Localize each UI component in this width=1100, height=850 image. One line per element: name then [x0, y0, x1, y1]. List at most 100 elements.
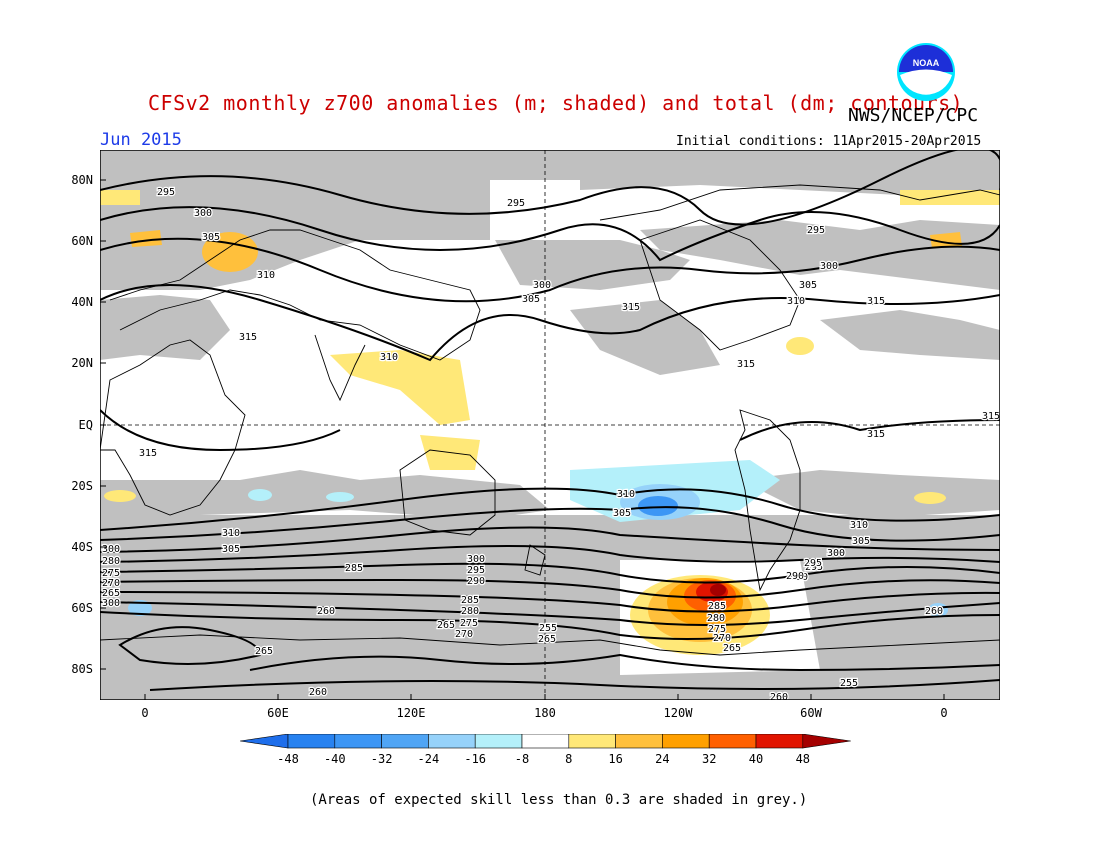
contour-label: 275 — [460, 618, 478, 629]
contour-label: 310 — [617, 489, 635, 500]
lon-label: 0 — [141, 706, 148, 720]
colorbar-arrow-left — [240, 734, 289, 749]
colorbar-label: 40 — [749, 752, 763, 766]
colorbar-label: -24 — [418, 752, 440, 766]
colorbar-swatch — [428, 734, 476, 749]
contour-label: 300 — [194, 208, 212, 219]
contour-label: 305 — [522, 294, 540, 305]
contour-label: 260 — [925, 606, 943, 617]
contour-label: 300 — [827, 548, 845, 559]
map-panel: 2952953003053103153103003053152953003053… — [100, 150, 1000, 700]
contour-label: 280 — [707, 613, 725, 624]
forecast-period: Jun 2015 — [100, 130, 182, 150]
colorbar-label: 24 — [655, 752, 669, 766]
contour-label: 305 — [799, 280, 817, 291]
lat-label: 60S — [71, 601, 93, 615]
contour-label: 295 — [157, 187, 175, 198]
contour-labels: 2952953003053103153103003053152953003053… — [101, 186, 1000, 700]
contour-label: 300 — [102, 598, 120, 609]
lon-label: 120E — [397, 706, 426, 720]
anomaly-shading — [100, 190, 1000, 655]
colorbar-swatch — [755, 734, 804, 749]
contour-label: 300 — [467, 554, 485, 565]
colorbar-swatch — [287, 734, 336, 749]
contour-label: 265 — [437, 620, 455, 631]
contour-label: 305 — [613, 508, 631, 519]
lon-label: 60E — [267, 706, 289, 720]
lat-label: EQ — [79, 418, 93, 432]
contour-label: 315 — [139, 448, 157, 459]
lat-label: 80S — [71, 662, 93, 676]
colorbar-label: -32 — [371, 752, 393, 766]
colorbar-swatch — [381, 734, 429, 749]
colorbar-label: 48 — [796, 752, 810, 766]
contour-label: 315 — [239, 332, 257, 343]
lon-label: 60W — [800, 706, 822, 720]
colorbar-swatch — [568, 734, 616, 749]
colorbar-swatch — [521, 734, 570, 749]
contour-label: 270 — [455, 629, 473, 640]
org-label: NWS/NCEP/CPC — [848, 105, 979, 126]
contour-label: 260 — [317, 606, 335, 617]
contour-label: 310 — [787, 296, 805, 307]
contour-label: 305 — [202, 232, 220, 243]
lat-label: 40S — [71, 540, 93, 554]
contour-label: 265 — [538, 634, 556, 645]
contour-label: 305 — [852, 536, 870, 547]
colorbar: -48 -40 -32 -24 -16 -8 8 16 24 32 40 48 — [240, 734, 851, 766]
lon-label: 120W — [664, 706, 694, 720]
contour-label: 280 — [102, 556, 120, 567]
colorbar-swatch — [708, 734, 757, 749]
contour-label: 260 — [309, 687, 327, 698]
colorbar-swatch — [474, 734, 523, 749]
lat-label: 20S — [71, 479, 93, 493]
contour-label: 300 — [102, 544, 120, 555]
contour-label: 315 — [622, 302, 640, 313]
grey-skill-areas — [100, 150, 1000, 700]
contour-label: 265 — [723, 643, 741, 654]
contour-label: 290 — [786, 571, 804, 582]
contour-label: 255 — [539, 623, 557, 634]
skill-footnote: (Areas of expected skill less than 0.3 a… — [310, 792, 808, 808]
colorbar-swatch — [662, 734, 710, 749]
colorbar-label: -8 — [515, 752, 529, 766]
colorbar-arrow-right — [802, 734, 851, 749]
contour-label: 255 — [840, 678, 858, 689]
initial-conditions: Initial conditions: 11Apr2015-20Apr2015 — [676, 134, 982, 149]
lat-label: 20N — [71, 356, 93, 370]
contour-label: 265 — [102, 588, 120, 599]
contours — [100, 150, 1000, 691]
contour-label: 310 — [257, 270, 275, 281]
contour-label: 285 — [708, 601, 726, 612]
contour-label: 305 — [222, 544, 240, 555]
contour-label: 270 — [713, 633, 731, 644]
graticule — [100, 150, 1000, 700]
contour-label: 315 — [737, 359, 755, 370]
contour-label: 295 — [804, 558, 822, 569]
coastlines — [100, 184, 1000, 656]
contour-label: 310 — [850, 520, 868, 531]
contour-label: 295 — [467, 565, 485, 576]
colorbar-label: -40 — [324, 752, 346, 766]
lon-label: 180 — [534, 706, 556, 720]
colorbar-label: -16 — [464, 752, 486, 766]
lat-label: 80N — [71, 173, 93, 187]
contour-label: 290 — [467, 576, 485, 587]
lon-label: 0 — [940, 706, 947, 720]
contour-label: 295 — [807, 225, 825, 236]
chart-title: CFSv2 monthly z700 anomalies (m; shaded)… — [148, 91, 964, 115]
contour-label: 280 — [461, 606, 479, 617]
colorbar-swatch — [334, 734, 382, 749]
contour-label: 270 — [102, 578, 120, 589]
contour-label: 310 — [222, 528, 240, 539]
contour-label: 290 — [790, 572, 808, 583]
contour-label: 275 — [708, 624, 726, 635]
contour-label: 275 — [102, 568, 120, 579]
contour-label: 265 — [255, 646, 273, 657]
contour-label: 260 — [770, 692, 788, 700]
contour-label: 285 — [345, 563, 363, 574]
noaa-logo-icon: NOAA — [897, 43, 955, 101]
colorbar-label: 16 — [608, 752, 622, 766]
contour-label: 295 — [507, 198, 525, 209]
colorbar-label: -48 — [277, 752, 299, 766]
